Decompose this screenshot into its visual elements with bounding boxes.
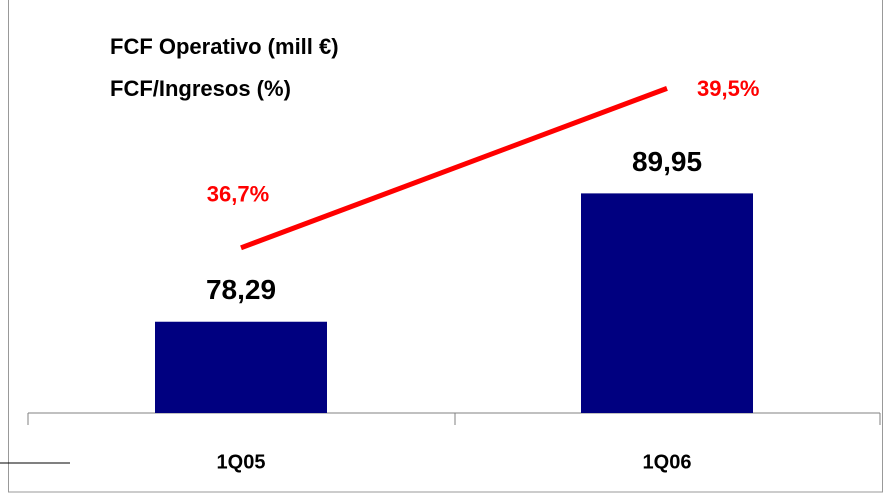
- x-tick-label: 1Q06: [643, 451, 692, 473]
- data-label: 78,29: [206, 274, 276, 305]
- bar: [581, 193, 753, 413]
- data-label: 89,95: [632, 146, 702, 177]
- legend-label: FCF/Ingresos (%): [110, 76, 291, 101]
- data-label: 36,7%: [207, 182, 269, 207]
- data-label: 39,5%: [697, 76, 759, 101]
- line: [240, 86, 668, 251]
- bar: [155, 321, 327, 413]
- frame: [8, 0, 883, 493]
- legend-label: FCF Operativo (mill €): [110, 34, 339, 59]
- x-tick-label: 1Q05: [217, 451, 266, 473]
